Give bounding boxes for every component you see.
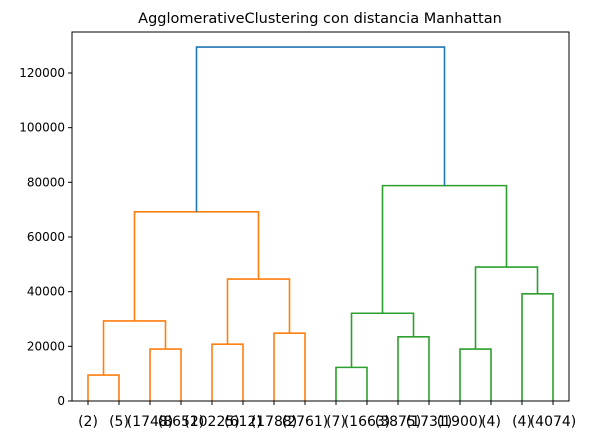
dendrogram-link xyxy=(133,211,260,321)
leaf-label: (612) xyxy=(224,414,262,430)
dendrogram-link xyxy=(459,348,492,401)
dendrogram-link xyxy=(350,312,415,368)
dendrogram-link xyxy=(273,332,306,401)
y-tick-label: 0 xyxy=(57,394,65,408)
leaf-label: (3875) xyxy=(375,414,422,430)
leaf-label: (8652) xyxy=(158,414,205,430)
leaf-label: (2) xyxy=(78,414,98,430)
y-tick-label: 100000 xyxy=(19,121,65,135)
dendrogram-link xyxy=(102,320,167,376)
links-layer xyxy=(87,46,554,401)
leaf-label: (1900) xyxy=(437,414,484,430)
leaf-label: (7) xyxy=(326,414,346,430)
y-tick-label: 40000 xyxy=(27,285,65,299)
leaf-label: (4) xyxy=(512,414,532,430)
y-tick-label: 20000 xyxy=(27,339,65,353)
dendrogram-link xyxy=(87,374,120,401)
leaf-label: (1748) xyxy=(127,414,174,430)
leaf-label: (1788) xyxy=(251,414,298,430)
leaf-label: (1731) xyxy=(406,414,453,430)
chart-title: AgglomerativeClustering con distancia Ma… xyxy=(138,11,502,27)
y-axis: 0 20000 40000 60000 80000 100000 120000 xyxy=(19,66,72,408)
leaf-label: (5) xyxy=(109,414,129,430)
dendrogram-link xyxy=(195,46,446,212)
leaf-label: (10225) xyxy=(184,414,239,430)
dendrogram-link xyxy=(149,348,182,401)
y-tick-label: 60000 xyxy=(27,230,65,244)
y-tick-label: 80000 xyxy=(27,175,65,189)
leaf-label: (4074) xyxy=(530,414,577,430)
dendrogram-link xyxy=(226,278,291,345)
dendrogram-link xyxy=(474,266,539,350)
dendrogram-link xyxy=(397,335,430,401)
dendrogram-link xyxy=(335,366,368,401)
leaf-label: (4) xyxy=(481,414,501,430)
x-axis-leaf-labels: (2) (5)(1748)(8652)(10225)(612)(1788)(276… xyxy=(78,401,576,430)
dendrogram-link xyxy=(211,343,244,401)
leaf-label: (1663) xyxy=(344,414,391,430)
dendrogram-link xyxy=(521,293,554,401)
plot-frame xyxy=(71,31,570,402)
dendrogram-link xyxy=(381,184,508,314)
leaf-label: (2761) xyxy=(282,414,329,430)
y-tick-label: 120000 xyxy=(19,66,65,80)
